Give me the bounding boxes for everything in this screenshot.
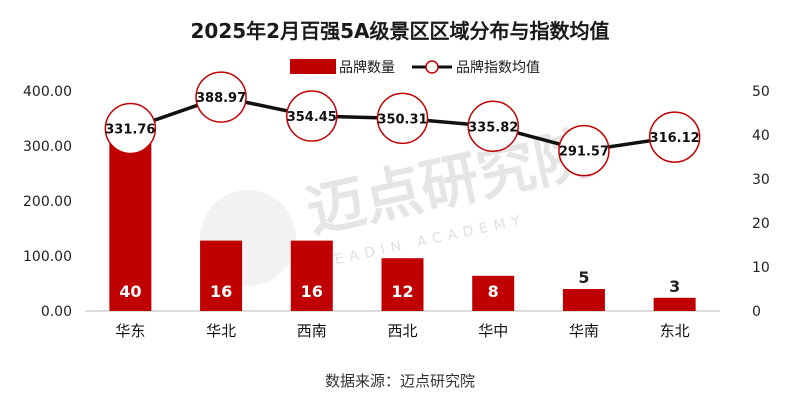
bar [562,289,605,311]
category-label: 华中 [478,322,508,340]
right-tick-label: 20 [752,216,770,232]
bar [472,275,515,311]
line-value-label: 291.57 [559,145,609,160]
watermark-text-cn: 迈点研究院 [301,119,599,246]
right-tick-label: 30 [752,172,770,188]
bar-series: 40 16 16 12 8 5 3 [109,135,696,311]
line-value-label: 354.45 [287,110,337,125]
line-value-label: 331.76 [105,123,155,138]
bar [381,258,424,311]
left-tick-label: 200.00 [23,194,72,210]
bar-value-label: 16 [301,282,323,301]
bar-value-label: 3 [669,277,680,296]
line-value-label: 388.97 [196,91,246,106]
left-tick-label: 100.00 [23,249,72,265]
bar [653,297,696,311]
line-value-label: 316.12 [650,131,700,146]
right-tick-label: 0 [752,304,761,320]
bar [109,135,152,311]
line-point-marker [558,124,610,177]
bar-value-label: 5 [578,268,589,287]
category-label: 华南 [569,322,599,340]
bar-value-label: 12 [391,282,413,301]
line-point-marker [376,92,429,145]
left-tick-label: 400.00 [23,84,72,100]
legend-bar-label: 品牌数量 [339,59,395,76]
legend-bar-swatch [290,59,336,74]
line-value-label: 350.31 [377,112,427,127]
line-point-marker [104,102,157,155]
left-axis: 0.00 100.00 200.00 300.00 400.00 [23,84,72,320]
category-label: 西北 [387,322,417,340]
right-tick-label: 40 [752,128,770,144]
right-tick-label: 10 [752,260,770,276]
left-tick-label: 0.00 [41,304,72,320]
right-axis: 0 10 20 30 40 50 [752,84,770,320]
line-value-label: 335.82 [468,120,518,135]
bar-value-label: 40 [119,282,141,301]
category-label: 西南 [297,322,327,340]
category-label: 东北 [660,322,690,340]
chart-title: 2025年2月百强5A级景区区域分布与指数均值 [191,19,610,43]
right-tick-label: 50 [752,84,770,100]
category-label: 华北 [206,322,236,340]
bar [290,240,333,311]
line-point-marker [648,111,701,163]
bar [200,240,243,311]
legend: 品牌数量 品牌指数均值 [290,59,540,76]
bar-value-label: 8 [488,282,499,301]
bar-value-label: 16 [210,282,232,301]
category-labels: 华东 华北 西南 西北 华中 华南 东北 [115,322,689,340]
legend-line-marker [425,60,439,74]
source-note: 数据来源：迈点研究院 [325,372,475,390]
left-tick-label: 300.00 [23,139,72,155]
line-series: 331.76 388.97 354.45 350.31 335.82 291.57 316.… [104,71,701,177]
category-label: 华东 [115,322,145,340]
line-point-marker [195,71,247,123]
legend-line-label: 品牌指数均值 [456,59,540,76]
line-point-marker [286,90,338,142]
line-point-marker [467,100,519,153]
